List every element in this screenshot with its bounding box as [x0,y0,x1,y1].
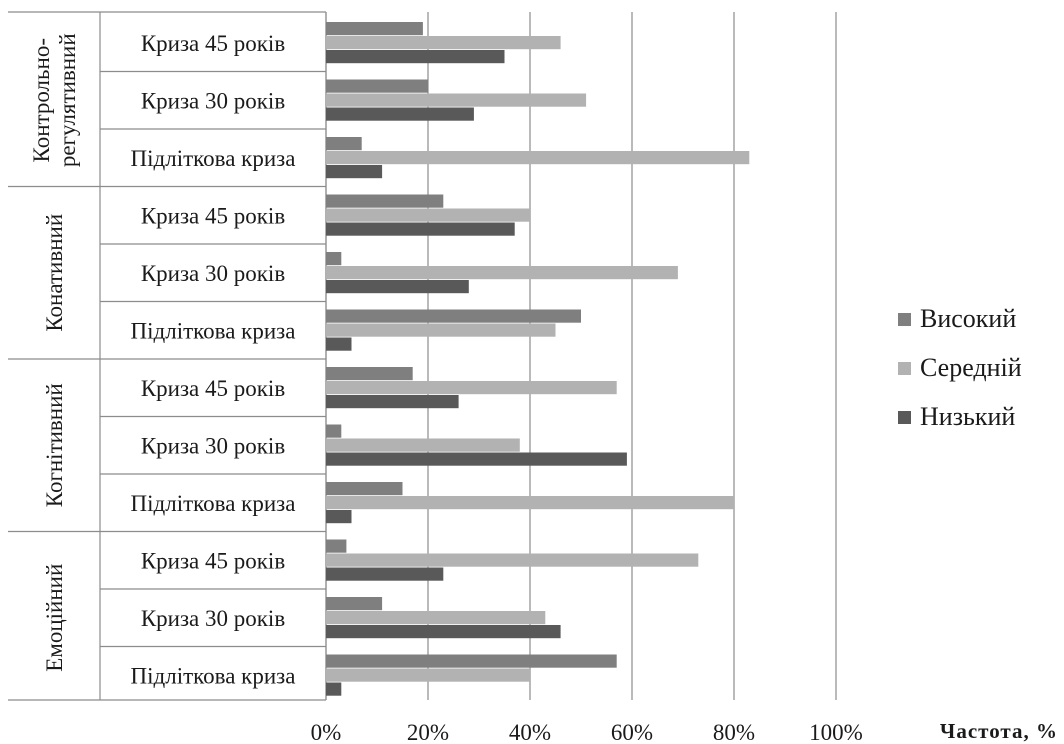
bar-high [326,252,342,266]
x-tick-label: 40% [509,720,551,744]
category-label: Криза 30 років [141,606,286,631]
bar-medium [326,208,530,222]
category-label: Криза 45 років [141,203,286,228]
bar-medium [326,151,750,165]
category-label: Криза 45 років [141,31,286,56]
bar-high [326,79,428,93]
bar-low [326,280,469,294]
legend-label: Високий [920,304,1016,333]
bar-high [326,22,423,36]
x-tick-label: 20% [407,720,449,744]
x-tick-label: 80% [713,720,755,744]
bar-medium [326,323,556,337]
legend-label: Середній [920,353,1022,382]
bar-high [326,654,617,668]
bar-medium [326,93,587,107]
legend-label: Низький [920,402,1015,431]
bar-low [326,395,459,409]
bar-high [326,424,342,438]
bar-medium [326,381,617,395]
category-label: Криза 30 років [141,433,286,458]
bars [326,22,750,696]
category-label: Підліткова криза [131,146,296,171]
bar-medium [326,496,734,510]
category-label: Криза 45 років [141,376,286,401]
category-label: Підліткова криза [131,663,296,688]
bar-low [326,50,505,64]
bar-low [326,682,342,696]
bar-medium [326,668,530,682]
group-label: Конативний [42,214,67,332]
category-label: Криза 30 років [141,261,286,286]
group-label: Когнітивний [42,383,67,507]
legend-swatch [898,313,911,326]
legend: Високий Середній Низький [898,304,1022,431]
category-axis-frame [8,11,327,701]
bar-low [326,510,352,524]
x-axis-ticks: 0% 20% 40% 60% 80% 100% [311,720,863,744]
legend-swatch [898,411,911,424]
category-label: Підліткова криза [131,318,296,343]
bar-medium [326,36,561,50]
bar-high [326,137,362,151]
bar-low [326,625,561,639]
bar-high [326,367,413,381]
bar-low [326,567,444,581]
group-label: Емоційний [42,564,67,672]
category-label: Підліткова криза [131,491,296,516]
bar-low [326,107,474,121]
x-tick-label: 60% [611,720,653,744]
bar-high [326,539,347,553]
bar-low [326,452,627,466]
category-label: Криза 30 років [141,88,286,113]
bar-high [326,597,383,611]
x-axis-title: Частота, % [940,719,1058,743]
bar-low [326,337,352,351]
bar-low [326,165,383,179]
group-label: Контрольно- [29,38,54,162]
bar-high [326,309,581,323]
bar-medium [326,611,546,625]
bar-medium [326,553,699,567]
group-label: регулятивний [55,33,80,167]
bar-high [326,194,444,208]
x-tick-label: 0% [311,720,342,744]
legend-swatch [898,362,911,375]
x-tick-label: 100% [809,720,863,744]
bar-low [326,222,515,236]
bar-high [326,482,403,496]
bar-medium [326,266,678,280]
category-label: Криза 45 років [141,548,286,573]
bar-medium [326,438,520,452]
category-labels: Криза 45 років Криза 30 років Підліткова к… [29,31,295,689]
